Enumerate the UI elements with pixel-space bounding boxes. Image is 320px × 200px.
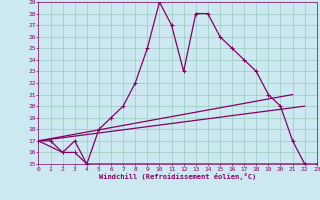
X-axis label: Windchill (Refroidissement éolien,°C): Windchill (Refroidissement éolien,°C) — [99, 173, 256, 180]
